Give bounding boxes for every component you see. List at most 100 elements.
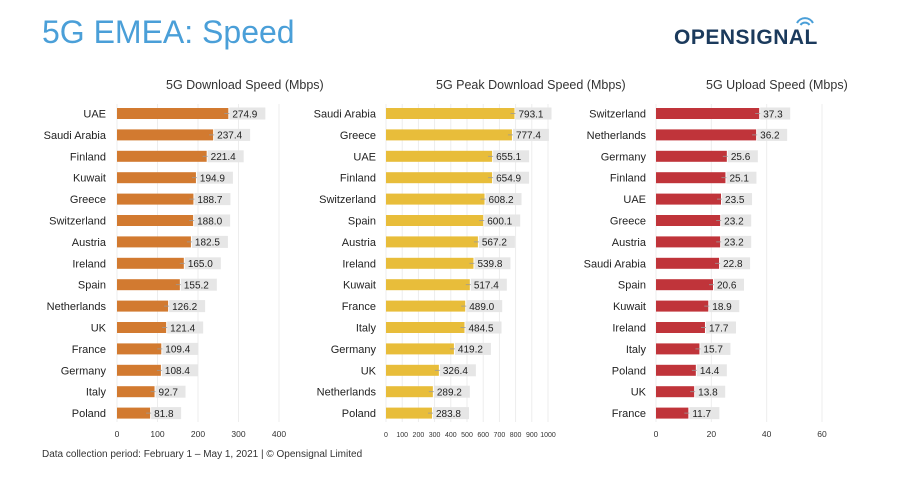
category-label: Switzerland bbox=[589, 109, 646, 121]
category-label: Spain bbox=[348, 216, 376, 228]
data-label: 81.8 bbox=[154, 409, 174, 420]
bar bbox=[656, 386, 695, 398]
bar bbox=[386, 300, 466, 312]
bar bbox=[656, 129, 757, 141]
chart-3: 5G Upload Speed (Mbps) 0 20 40 60 Switzerland… bbox=[584, 78, 848, 439]
data-label-bg bbox=[465, 321, 502, 334]
data-label: 654.9 bbox=[496, 174, 521, 185]
data-label-bg bbox=[720, 257, 751, 270]
category-label: Kuwait bbox=[613, 301, 646, 313]
bar bbox=[117, 257, 184, 269]
chart-title: 5G Download Speed (Mbps) bbox=[166, 78, 324, 92]
data-label-bg bbox=[194, 193, 231, 206]
data-label-bg bbox=[709, 300, 740, 313]
data-label-bg bbox=[432, 407, 469, 420]
bar bbox=[117, 236, 191, 248]
bar bbox=[386, 150, 493, 162]
page-title: 5G EMEA: Speed bbox=[42, 14, 295, 50]
tick-label: 200 bbox=[191, 429, 205, 439]
data-label-bg bbox=[194, 214, 231, 227]
category-label: France bbox=[612, 408, 646, 420]
data-label: 155.2 bbox=[184, 281, 209, 292]
category-label: Austria bbox=[72, 237, 107, 249]
bar bbox=[656, 257, 720, 269]
bar bbox=[117, 108, 229, 119]
data-label-bg bbox=[214, 128, 251, 141]
category-label: Saudi Arabia bbox=[44, 130, 107, 142]
data-label: 18.9 bbox=[712, 302, 732, 313]
data-label: 14.4 bbox=[700, 366, 720, 377]
data-label: 23.2 bbox=[724, 216, 744, 227]
data-label: 221.4 bbox=[211, 152, 236, 163]
data-label-bg bbox=[493, 171, 530, 184]
data-label: 22.8 bbox=[723, 259, 743, 270]
tick-label: 300 bbox=[231, 429, 245, 439]
data-label-bg bbox=[726, 171, 757, 184]
bar bbox=[386, 364, 439, 376]
bar bbox=[386, 215, 484, 226]
category-label: Finland bbox=[610, 173, 646, 185]
bar bbox=[656, 150, 727, 162]
data-label-bg bbox=[161, 364, 198, 377]
category-label: Italy bbox=[86, 387, 107, 399]
bar bbox=[656, 322, 705, 333]
data-label: 567.2 bbox=[482, 238, 507, 249]
bar bbox=[117, 193, 194, 205]
category-label: Switzerland bbox=[49, 216, 106, 228]
data-label-bg bbox=[696, 364, 727, 377]
category-label: UAE bbox=[353, 151, 376, 163]
chart-1: 5G Download Speed (Mbps) 0 100 200 300 400 UAE… bbox=[44, 78, 324, 439]
category-label: UAE bbox=[83, 109, 106, 121]
data-label: 121.4 bbox=[170, 323, 195, 334]
bar bbox=[656, 215, 721, 226]
bar bbox=[386, 322, 465, 333]
tick-label: 400 bbox=[272, 429, 286, 439]
bar bbox=[656, 300, 709, 312]
bar bbox=[386, 257, 474, 269]
tick-label: 600 bbox=[477, 432, 489, 439]
data-label-bg bbox=[721, 214, 752, 227]
tick-label: 900 bbox=[526, 432, 538, 439]
bar bbox=[117, 215, 194, 226]
bar bbox=[117, 150, 207, 162]
data-label-bg bbox=[191, 235, 228, 248]
tick-label: 500 bbox=[461, 432, 473, 439]
data-label-bg bbox=[700, 342, 731, 355]
data-label-bg bbox=[689, 407, 720, 420]
bar bbox=[117, 407, 151, 419]
data-label-bg bbox=[721, 235, 752, 248]
tick-label: 0 bbox=[115, 429, 120, 439]
category-label: Ireland bbox=[342, 258, 376, 270]
bar bbox=[656, 279, 713, 291]
tick-label: 800 bbox=[510, 432, 522, 439]
data-label: 126.2 bbox=[172, 302, 197, 313]
bar bbox=[386, 172, 493, 184]
category-label: Ireland bbox=[612, 323, 646, 335]
data-label: 655.1 bbox=[496, 152, 521, 163]
data-label: 274.9 bbox=[232, 109, 257, 120]
data-label-bg bbox=[727, 150, 758, 163]
category-label: Kuwait bbox=[73, 173, 106, 185]
tick-label: 300 bbox=[429, 432, 441, 439]
data-label-bg bbox=[167, 321, 204, 334]
data-label: 289.2 bbox=[437, 388, 462, 399]
data-label-bg bbox=[470, 278, 507, 291]
signal-icon bbox=[796, 17, 814, 26]
data-label: 484.5 bbox=[468, 323, 493, 334]
data-label: 489.0 bbox=[469, 302, 494, 313]
tick-label: 1000 bbox=[540, 432, 556, 439]
category-label: Greece bbox=[610, 216, 646, 228]
bar bbox=[117, 129, 214, 141]
bar bbox=[386, 407, 432, 419]
data-label: 25.1 bbox=[729, 174, 749, 185]
data-label-bg bbox=[484, 214, 521, 227]
bar bbox=[117, 364, 161, 376]
bar bbox=[117, 172, 196, 184]
data-label: 36.2 bbox=[760, 131, 780, 142]
data-label: 326.4 bbox=[443, 366, 468, 377]
bar bbox=[656, 193, 722, 205]
category-label: Poland bbox=[72, 408, 106, 420]
data-label: 17.7 bbox=[709, 323, 729, 334]
data-label-bg bbox=[722, 193, 753, 206]
data-label-bg bbox=[169, 300, 206, 313]
